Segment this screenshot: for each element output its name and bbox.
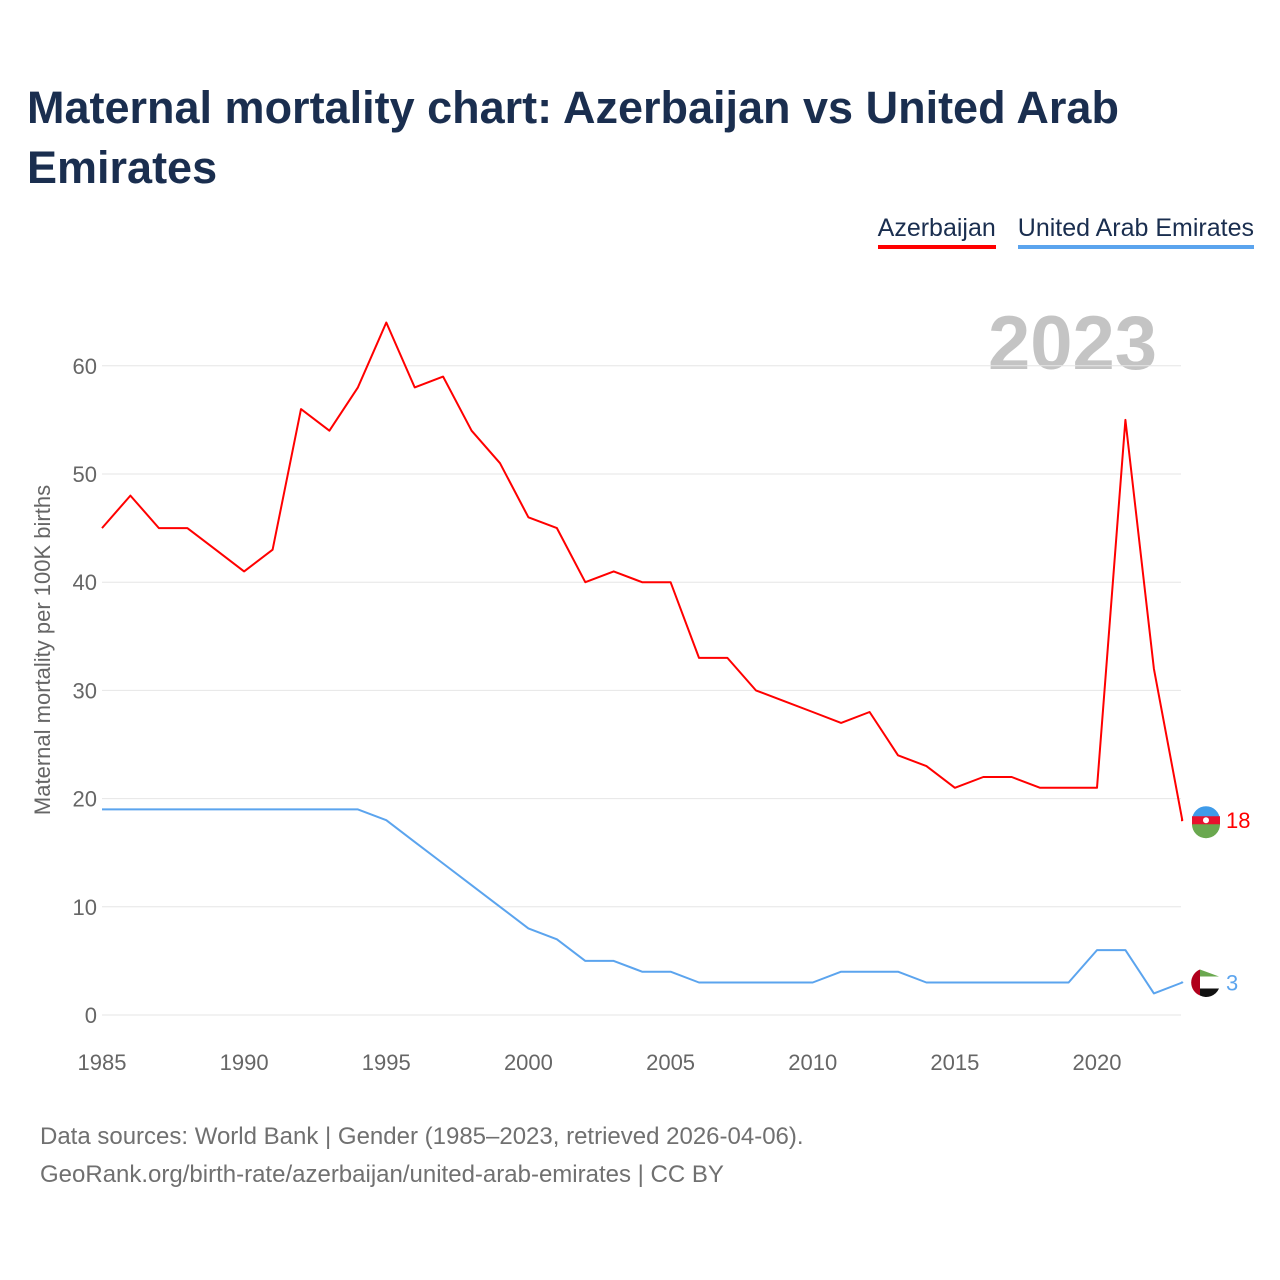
uae-flag-icon: [1191, 969, 1200, 996]
x-tick-label: 1990: [220, 1050, 269, 1075]
series-line-azerbaijan: [101, 321, 1184, 822]
azerbaijan-flag-icon: [1192, 824, 1220, 839]
y-tick-label: 60: [73, 354, 97, 379]
y-axis-label: Maternal mortality per 100K births: [30, 485, 55, 815]
x-tick-label: 1985: [78, 1050, 127, 1075]
x-tick-label: 2015: [930, 1050, 979, 1075]
source-line: GeoRank.org/birth-rate/azerbaijan/united…: [40, 1161, 724, 1188]
y-tick-label: 10: [73, 895, 97, 920]
source-note: Data sources: World Bank | Gender (1985–…: [40, 1118, 804, 1194]
y-tick-label: 40: [73, 570, 97, 595]
chart-title: Maternal mortality chart: Azerbaijan vs …: [27, 82, 1119, 193]
uae-flag-icon: [1200, 988, 1219, 997]
x-tick-label: 2005: [646, 1050, 695, 1075]
legend: Azerbaijan United Arab Emirates: [877, 214, 1254, 249]
y-tick-label: 20: [73, 787, 97, 812]
x-tick-label: 2000: [504, 1050, 553, 1075]
y-tick-label: 50: [73, 462, 97, 487]
legend-item-azerbaijan[interactable]: Azerbaijan: [877, 214, 996, 249]
x-tick-label: 2020: [1073, 1050, 1122, 1075]
end-value-label: 3: [1226, 971, 1238, 996]
y-tick-label: 30: [73, 678, 97, 703]
uae-flag-icon: [1200, 969, 1219, 977]
x-tick-label: 2010: [788, 1050, 837, 1075]
source-line: Data sources: World Bank | Gender (1985–…: [40, 1123, 804, 1150]
y-tick-label: 0: [85, 1003, 97, 1028]
year-watermark: 2023: [988, 301, 1158, 386]
legend-item-uae[interactable]: United Arab Emirates: [1017, 214, 1254, 249]
series-line-uae: [102, 808, 1184, 995]
x-tick-label: 1995: [362, 1050, 411, 1075]
azerbaijan-flag-icon: [1203, 817, 1209, 824]
end-value-label: 18: [1226, 808, 1250, 833]
